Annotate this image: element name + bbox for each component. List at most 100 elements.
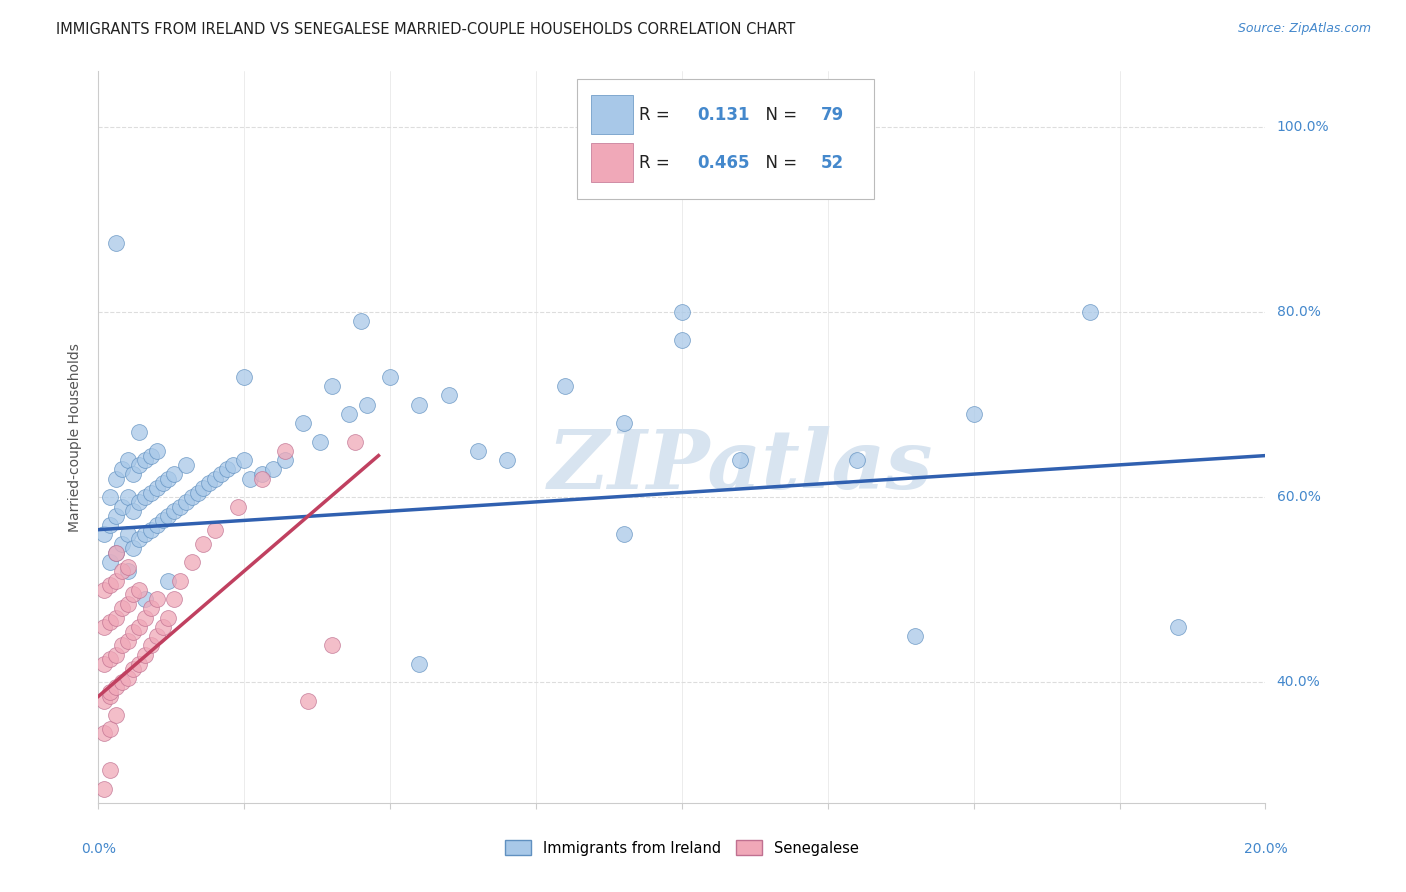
Point: [250, 467, 273, 482]
Point: [111, 536, 134, 550]
Point: [139, 601, 162, 615]
Point: [134, 610, 156, 624]
Point: [157, 472, 180, 486]
Point: [104, 546, 127, 560]
Point: [309, 434, 332, 449]
Point: [117, 671, 139, 685]
Point: [139, 449, 162, 463]
Point: [228, 500, 250, 514]
Point: [180, 490, 202, 504]
Point: [437, 388, 460, 402]
Point: [117, 597, 139, 611]
Point: [321, 379, 343, 393]
Point: [730, 453, 752, 467]
Point: [180, 555, 202, 569]
Point: [962, 407, 984, 421]
Point: [467, 444, 489, 458]
Point: [157, 610, 180, 624]
Point: [612, 527, 634, 541]
Point: [122, 661, 145, 675]
Point: [297, 694, 319, 708]
Point: [146, 629, 169, 643]
Text: 100.0%: 100.0%: [1277, 120, 1329, 134]
Point: [117, 453, 139, 467]
Point: [111, 565, 134, 579]
Text: 0.131: 0.131: [697, 105, 749, 123]
Text: ZIPatlas: ZIPatlas: [547, 426, 934, 507]
Point: [122, 624, 145, 639]
Point: [104, 508, 127, 523]
Point: [128, 620, 150, 634]
Point: [1080, 305, 1102, 319]
Point: [139, 485, 162, 500]
Point: [117, 633, 139, 648]
Point: [122, 541, 145, 556]
Point: [134, 453, 156, 467]
Point: [233, 453, 256, 467]
Point: [128, 582, 150, 597]
Point: [274, 444, 297, 458]
Point: [163, 592, 186, 607]
Point: [104, 574, 127, 588]
Point: [169, 500, 191, 514]
Point: [98, 578, 121, 592]
Point: [846, 453, 869, 467]
Point: [122, 467, 145, 482]
Point: [111, 639, 134, 653]
Point: [93, 527, 115, 541]
Point: [128, 425, 150, 440]
Point: [146, 518, 169, 533]
Point: [122, 504, 145, 518]
Point: [157, 574, 180, 588]
Point: [215, 462, 238, 476]
Text: 0.0%: 0.0%: [82, 842, 115, 855]
Point: [152, 476, 174, 491]
Point: [350, 314, 373, 328]
Point: [93, 657, 115, 671]
Point: [337, 407, 360, 421]
Point: [104, 610, 127, 624]
Point: [169, 574, 191, 588]
Point: [111, 500, 134, 514]
Point: [408, 398, 430, 412]
Point: [671, 305, 693, 319]
Point: [321, 639, 343, 653]
Point: [291, 416, 314, 430]
Point: [193, 536, 215, 550]
Text: 52: 52: [821, 153, 844, 172]
Text: R =: R =: [638, 153, 675, 172]
Point: [163, 504, 186, 518]
Point: [193, 481, 215, 495]
Point: [380, 370, 402, 384]
Text: 20.0%: 20.0%: [1243, 842, 1288, 855]
Point: [117, 559, 139, 574]
Point: [93, 694, 115, 708]
Point: [146, 592, 169, 607]
Point: [93, 582, 115, 597]
Point: [104, 546, 127, 560]
Legend: Immigrants from Ireland, Senegalese: Immigrants from Ireland, Senegalese: [499, 834, 865, 862]
Point: [98, 518, 121, 533]
Point: [93, 726, 115, 740]
FancyBboxPatch shape: [576, 78, 875, 200]
Point: [187, 485, 209, 500]
Point: [134, 490, 156, 504]
Point: [274, 453, 297, 467]
Point: [356, 398, 378, 412]
Point: [671, 333, 693, 347]
Point: [163, 467, 186, 482]
Point: [174, 495, 197, 509]
Point: [117, 527, 139, 541]
Text: N =: N =: [755, 105, 803, 123]
Text: 80.0%: 80.0%: [1277, 305, 1320, 319]
Point: [98, 722, 121, 736]
Point: [98, 684, 121, 698]
Point: [98, 555, 121, 569]
Point: [128, 657, 150, 671]
Point: [104, 680, 127, 694]
Point: [122, 587, 145, 601]
Point: [152, 620, 174, 634]
Point: [104, 648, 127, 662]
Text: N =: N =: [755, 153, 803, 172]
Point: [128, 458, 150, 472]
